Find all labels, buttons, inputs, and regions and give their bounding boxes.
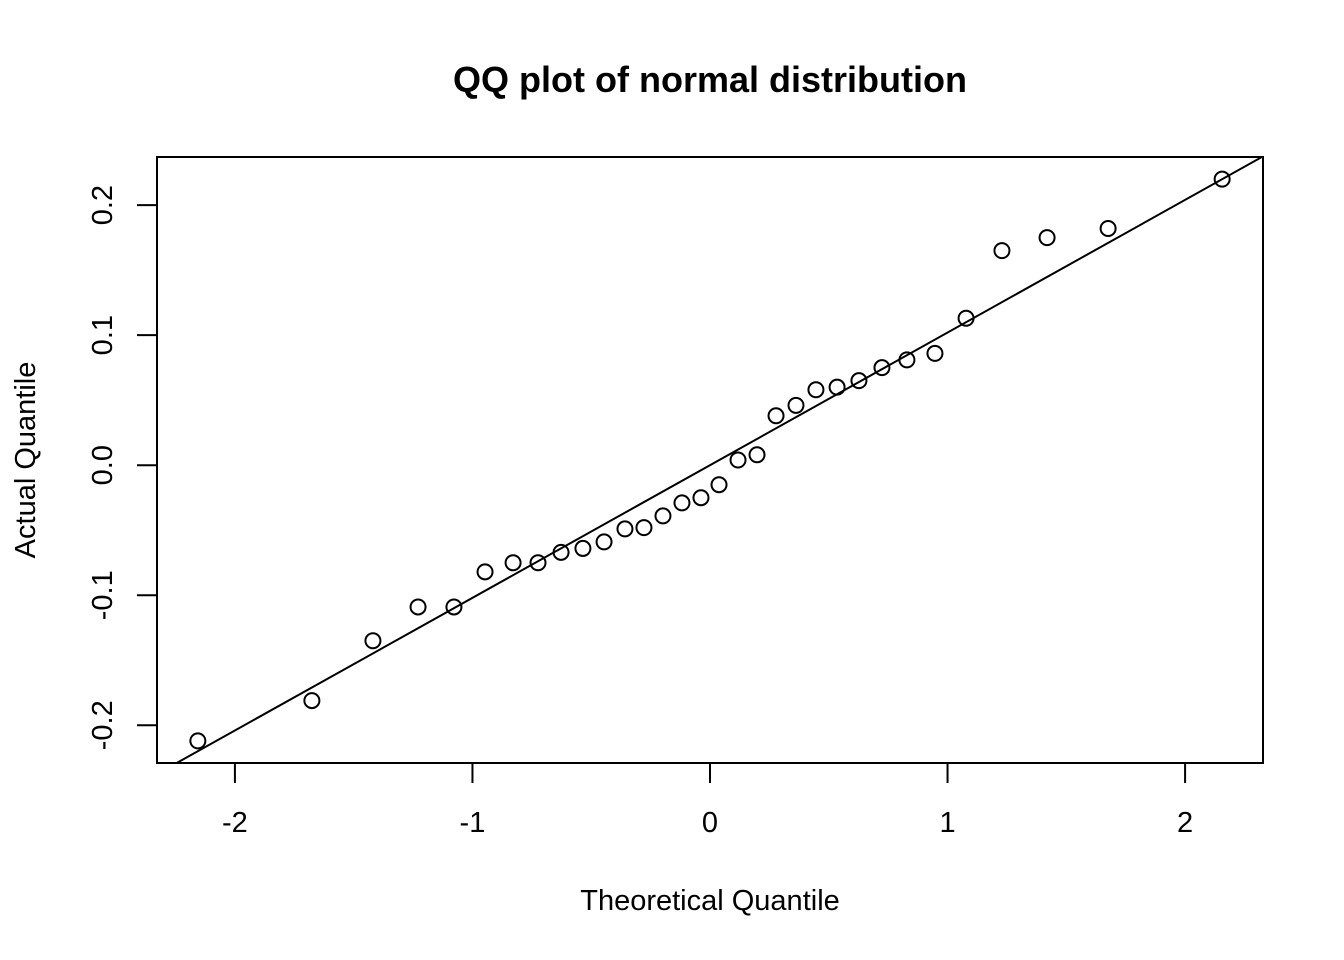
reference-line [174, 157, 1263, 763]
x-axis-label: Theoretical Quantile [580, 885, 840, 917]
data-point [654, 507, 672, 525]
data-point [673, 494, 691, 512]
x-tick-label: -1 [460, 807, 486, 839]
chart-title: QQ plot of normal distribution [453, 59, 967, 100]
x-tick-label: -2 [222, 807, 248, 839]
data-point [926, 344, 944, 362]
data-point [635, 519, 653, 537]
y-tick-label: 0.2 [87, 185, 119, 225]
data-point [710, 476, 728, 494]
data-point [729, 451, 747, 469]
data-point [445, 598, 463, 616]
x-tick-label: 0 [702, 807, 718, 839]
data-point [552, 543, 570, 561]
data-point [409, 598, 427, 616]
data-point [692, 489, 710, 507]
data-point [873, 359, 891, 377]
y-tick-label: -0.2 [87, 700, 119, 750]
y-tick-label: -0.1 [87, 570, 119, 620]
data-point [189, 732, 207, 750]
data-point [767, 407, 785, 425]
data-point [957, 309, 975, 327]
data-point [303, 692, 321, 710]
data-point [807, 381, 825, 399]
data-point [595, 533, 613, 551]
data-point [1038, 229, 1056, 247]
data-point [993, 242, 1011, 260]
y-tick-label: 0.1 [87, 315, 119, 355]
data-point [850, 372, 868, 390]
data-point [529, 554, 547, 572]
x-tick-label: 1 [939, 807, 955, 839]
data-point [748, 446, 766, 464]
data-point [574, 539, 592, 557]
plot-frame [156, 156, 1264, 764]
data-point [787, 396, 805, 414]
x-tick-label: 2 [1177, 807, 1193, 839]
data-point [898, 351, 916, 369]
data-point [364, 632, 382, 650]
data-point [504, 554, 522, 572]
data-point [476, 563, 494, 581]
data-point [828, 378, 846, 396]
data-point [616, 520, 634, 538]
y-axis-label: Actual Quantile [10, 362, 42, 559]
data-point [1099, 220, 1117, 238]
data-point [1213, 170, 1231, 188]
y-tick-label: 0.0 [87, 445, 119, 485]
